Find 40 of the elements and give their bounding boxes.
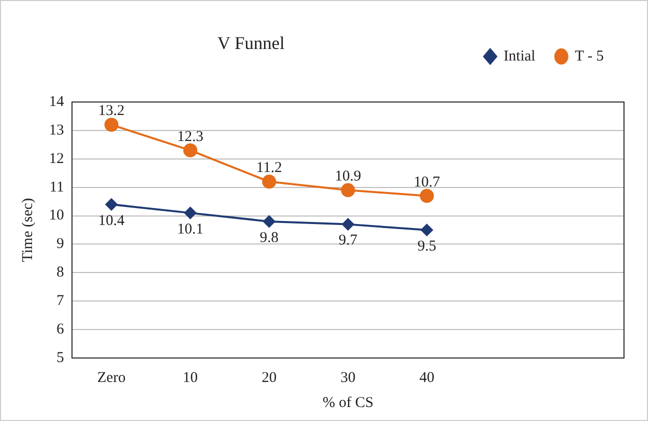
- x-tick-label: 40: [419, 370, 434, 386]
- y-tick-label: 8: [56, 264, 64, 281]
- y-tick-label: 13: [49, 122, 64, 138]
- y-axis-title: Time (sec): [20, 198, 36, 262]
- y-tick-label: 11: [50, 179, 64, 196]
- data-label: 9.5: [417, 238, 436, 254]
- point: [184, 206, 196, 219]
- x-axis-title: % of CS: [322, 394, 374, 411]
- data-label: 10.7: [414, 174, 440, 190]
- point: [341, 183, 355, 198]
- point: [420, 224, 433, 236]
- chart-title: V Funnel: [216, 33, 286, 54]
- point: [262, 174, 276, 189]
- x-tick-label: 20: [262, 370, 277, 386]
- data-label: 9.7: [338, 232, 358, 249]
- data-label: 9.8: [260, 230, 279, 246]
- legend-label: Intial: [504, 48, 536, 64]
- point: [342, 218, 354, 230]
- y-tick-label: 12: [49, 150, 64, 167]
- point: [183, 143, 198, 158]
- y-tick-label: 10: [49, 208, 64, 224]
- data-label: 10.4: [98, 212, 126, 229]
- data-label: 12.3: [177, 128, 204, 145]
- point: [105, 198, 118, 210]
- data-label: 10.1: [177, 221, 204, 238]
- x-tick-label: 30: [340, 370, 356, 386]
- legend-label: T - 5: [574, 48, 604, 64]
- data-label: 11.2: [256, 160, 282, 176]
- y-tick-label: 6: [56, 321, 64, 338]
- point: [420, 188, 434, 203]
- y-tick-label: 9: [56, 236, 64, 252]
- y-tick-label: 7: [56, 293, 64, 310]
- x-tick-label: 10: [182, 370, 198, 386]
- data-label: 13.2: [98, 103, 125, 120]
- point: [263, 215, 276, 228]
- point: [104, 118, 118, 132]
- y-tick-label: 14: [49, 94, 64, 110]
- y-tick-label: 5: [56, 350, 64, 366]
- x-tick-label: Zero: [97, 370, 126, 386]
- data-label: 10.9: [334, 168, 362, 185]
